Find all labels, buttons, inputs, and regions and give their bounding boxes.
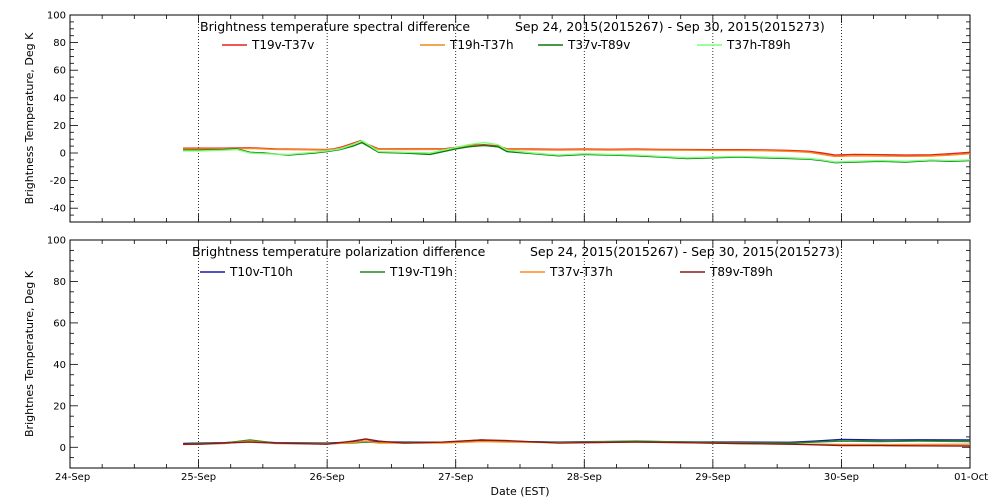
y-tick-label: -20 [50,176,66,187]
x-tick-label: 01-Oct [954,472,988,483]
panel-title: Brightness temperature spectral differen… [200,19,470,34]
y-tick-label: 100 [47,236,66,247]
y-tick-label: -40 [50,204,66,215]
series-line-t89v-t89h [183,438,971,447]
x-axis-label: Date (EST) [490,485,549,498]
legend-label: T19h-T37h [449,38,514,52]
y-axis-label: Brightness Temperature, Deg K [23,32,36,204]
x-tick-label: 29-Sep [695,472,730,483]
panel-title: Brightness temperature polarization diff… [192,244,486,259]
legend-label: T37v-T37h [549,265,613,279]
date-range-label: Sep 24, 2015(2015267) - Sep 30, 2015(201… [530,244,840,259]
plot-frame [69,14,971,223]
legend-label: T37h-T89h [726,38,791,52]
y-tick-label: 20 [53,121,66,132]
legend-label: T89v-T89h [709,265,773,279]
y-tick-label: 60 [53,318,66,329]
x-tick-label: 28-Sep [567,472,602,483]
x-tick-label: 30-Sep [824,472,859,483]
spectral-difference-panel: -40 -20 0 20 40 60 80 100 Brightness Temperature… [23,11,971,223]
y-axis-label: Brightnes Temperature, Deg K [23,270,36,437]
legend-label: T10v-T10h [229,265,293,279]
series-line-t37v-t89v [183,141,971,164]
y-tick-label: 0 [60,149,66,160]
legend-label: T19v-T37v [251,38,314,52]
y-tick-label: 40 [53,93,66,104]
y-tick-label: 40 [53,360,66,371]
polarization-difference-panel: 0 20 40 60 80 100 24-Sep 25-Sep 26-Sep 27-Sep 28-S… [23,236,988,499]
legend-label: T19v-T19h [389,265,453,279]
y-tick-label: 0 [60,443,66,454]
x-tick-label: 27-Sep [438,472,473,483]
series-line-t37h-t89h [183,139,971,163]
y-tick-label: 60 [53,66,66,77]
x-tick-label: 24-Sep [55,472,90,483]
x-tick-label: 26-Sep [310,472,345,483]
date-range-label: Sep 24, 2015(2015267) - Sep 30, 2015(201… [515,19,825,34]
y-tick-label: 80 [53,277,66,288]
x-tick-label: 25-Sep [181,472,216,483]
legend-label: T37v-T89v [567,38,630,52]
plot-frame [69,239,971,469]
y-tick-label: 20 [53,401,66,412]
y-tick-label: 80 [53,38,66,49]
y-tick-label: 100 [47,11,66,22]
